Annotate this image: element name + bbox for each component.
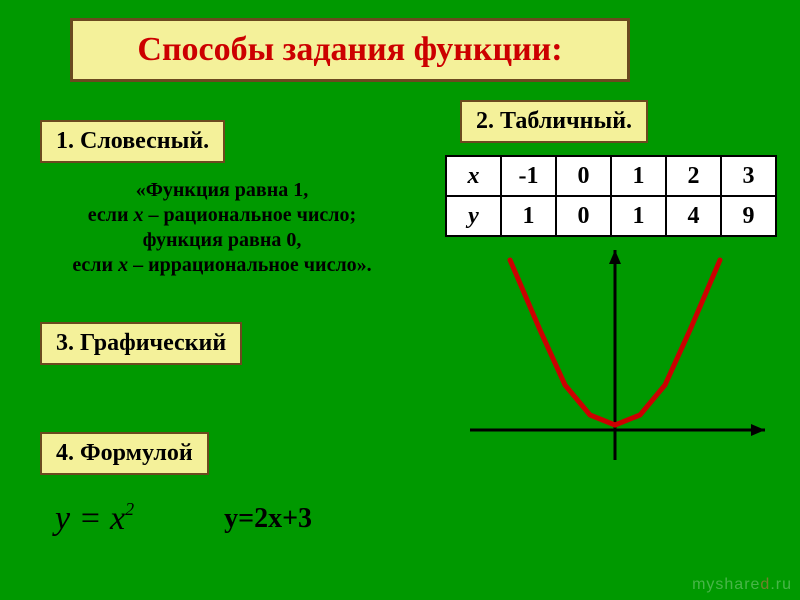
watermark-part2: d [760, 576, 770, 593]
table-cell: 2 [666, 156, 721, 196]
formula-lhs: y [55, 500, 70, 537]
table-cell: 1 [501, 196, 556, 236]
method-1-label: 1. Словесный. [40, 120, 225, 163]
method-3-label: 3. Графический [40, 322, 242, 365]
verbal-line1: «Функция равна 1, [136, 179, 309, 201]
verbal-line4c: – иррациональное число». [128, 254, 372, 276]
formula-linear: у=2х+3 [224, 503, 312, 535]
formula-exp: 2 [125, 499, 134, 519]
table-cell: 9 [721, 196, 776, 236]
formula-area: y = x2 у=2х+3 [55, 500, 312, 538]
y-axis-arrow-icon [609, 250, 621, 264]
table-cell: 1 [611, 196, 666, 236]
verbal-line4a: если [72, 254, 118, 276]
table-header-y: y [446, 196, 501, 236]
table-cell: 3 [721, 156, 776, 196]
method-4-label: 4. Формулой [40, 432, 209, 475]
verbal-line2a: если [88, 204, 134, 226]
watermark-part3: .ru [770, 576, 792, 593]
verbal-x1: х [134, 204, 144, 226]
verbal-definition: «Функция равна 1, если х – рациональное … [12, 178, 432, 278]
parabola-chart [450, 250, 770, 470]
table-cell: 4 [666, 196, 721, 236]
watermark: myshared.ru [692, 576, 792, 594]
table-row: y 1 0 1 4 9 [446, 196, 776, 236]
x-axis-arrow-icon [751, 424, 765, 436]
xy-table: x -1 0 1 2 3 y 1 0 1 4 9 [445, 155, 777, 237]
table-header-x: x [446, 156, 501, 196]
formula-base: x [110, 500, 125, 537]
table-cell: -1 [501, 156, 556, 196]
verbal-line3: функция равна 0, [143, 229, 302, 251]
table-cell: 0 [556, 196, 611, 236]
page-title-box: Способы задания функции: [70, 18, 630, 82]
verbal-x2: х [118, 254, 128, 276]
formula-eq: = [70, 500, 110, 537]
page-title: Способы задания функции: [137, 31, 562, 68]
table-cell: 1 [611, 156, 666, 196]
method-2-label: 2. Табличный. [460, 100, 648, 143]
table-cell: 0 [556, 156, 611, 196]
verbal-line2c: – рациональное число; [144, 204, 357, 226]
formula-x-squared: y = x2 [55, 500, 134, 538]
table-row: x -1 0 1 2 3 [446, 156, 776, 196]
watermark-part1: myshare [692, 576, 760, 593]
